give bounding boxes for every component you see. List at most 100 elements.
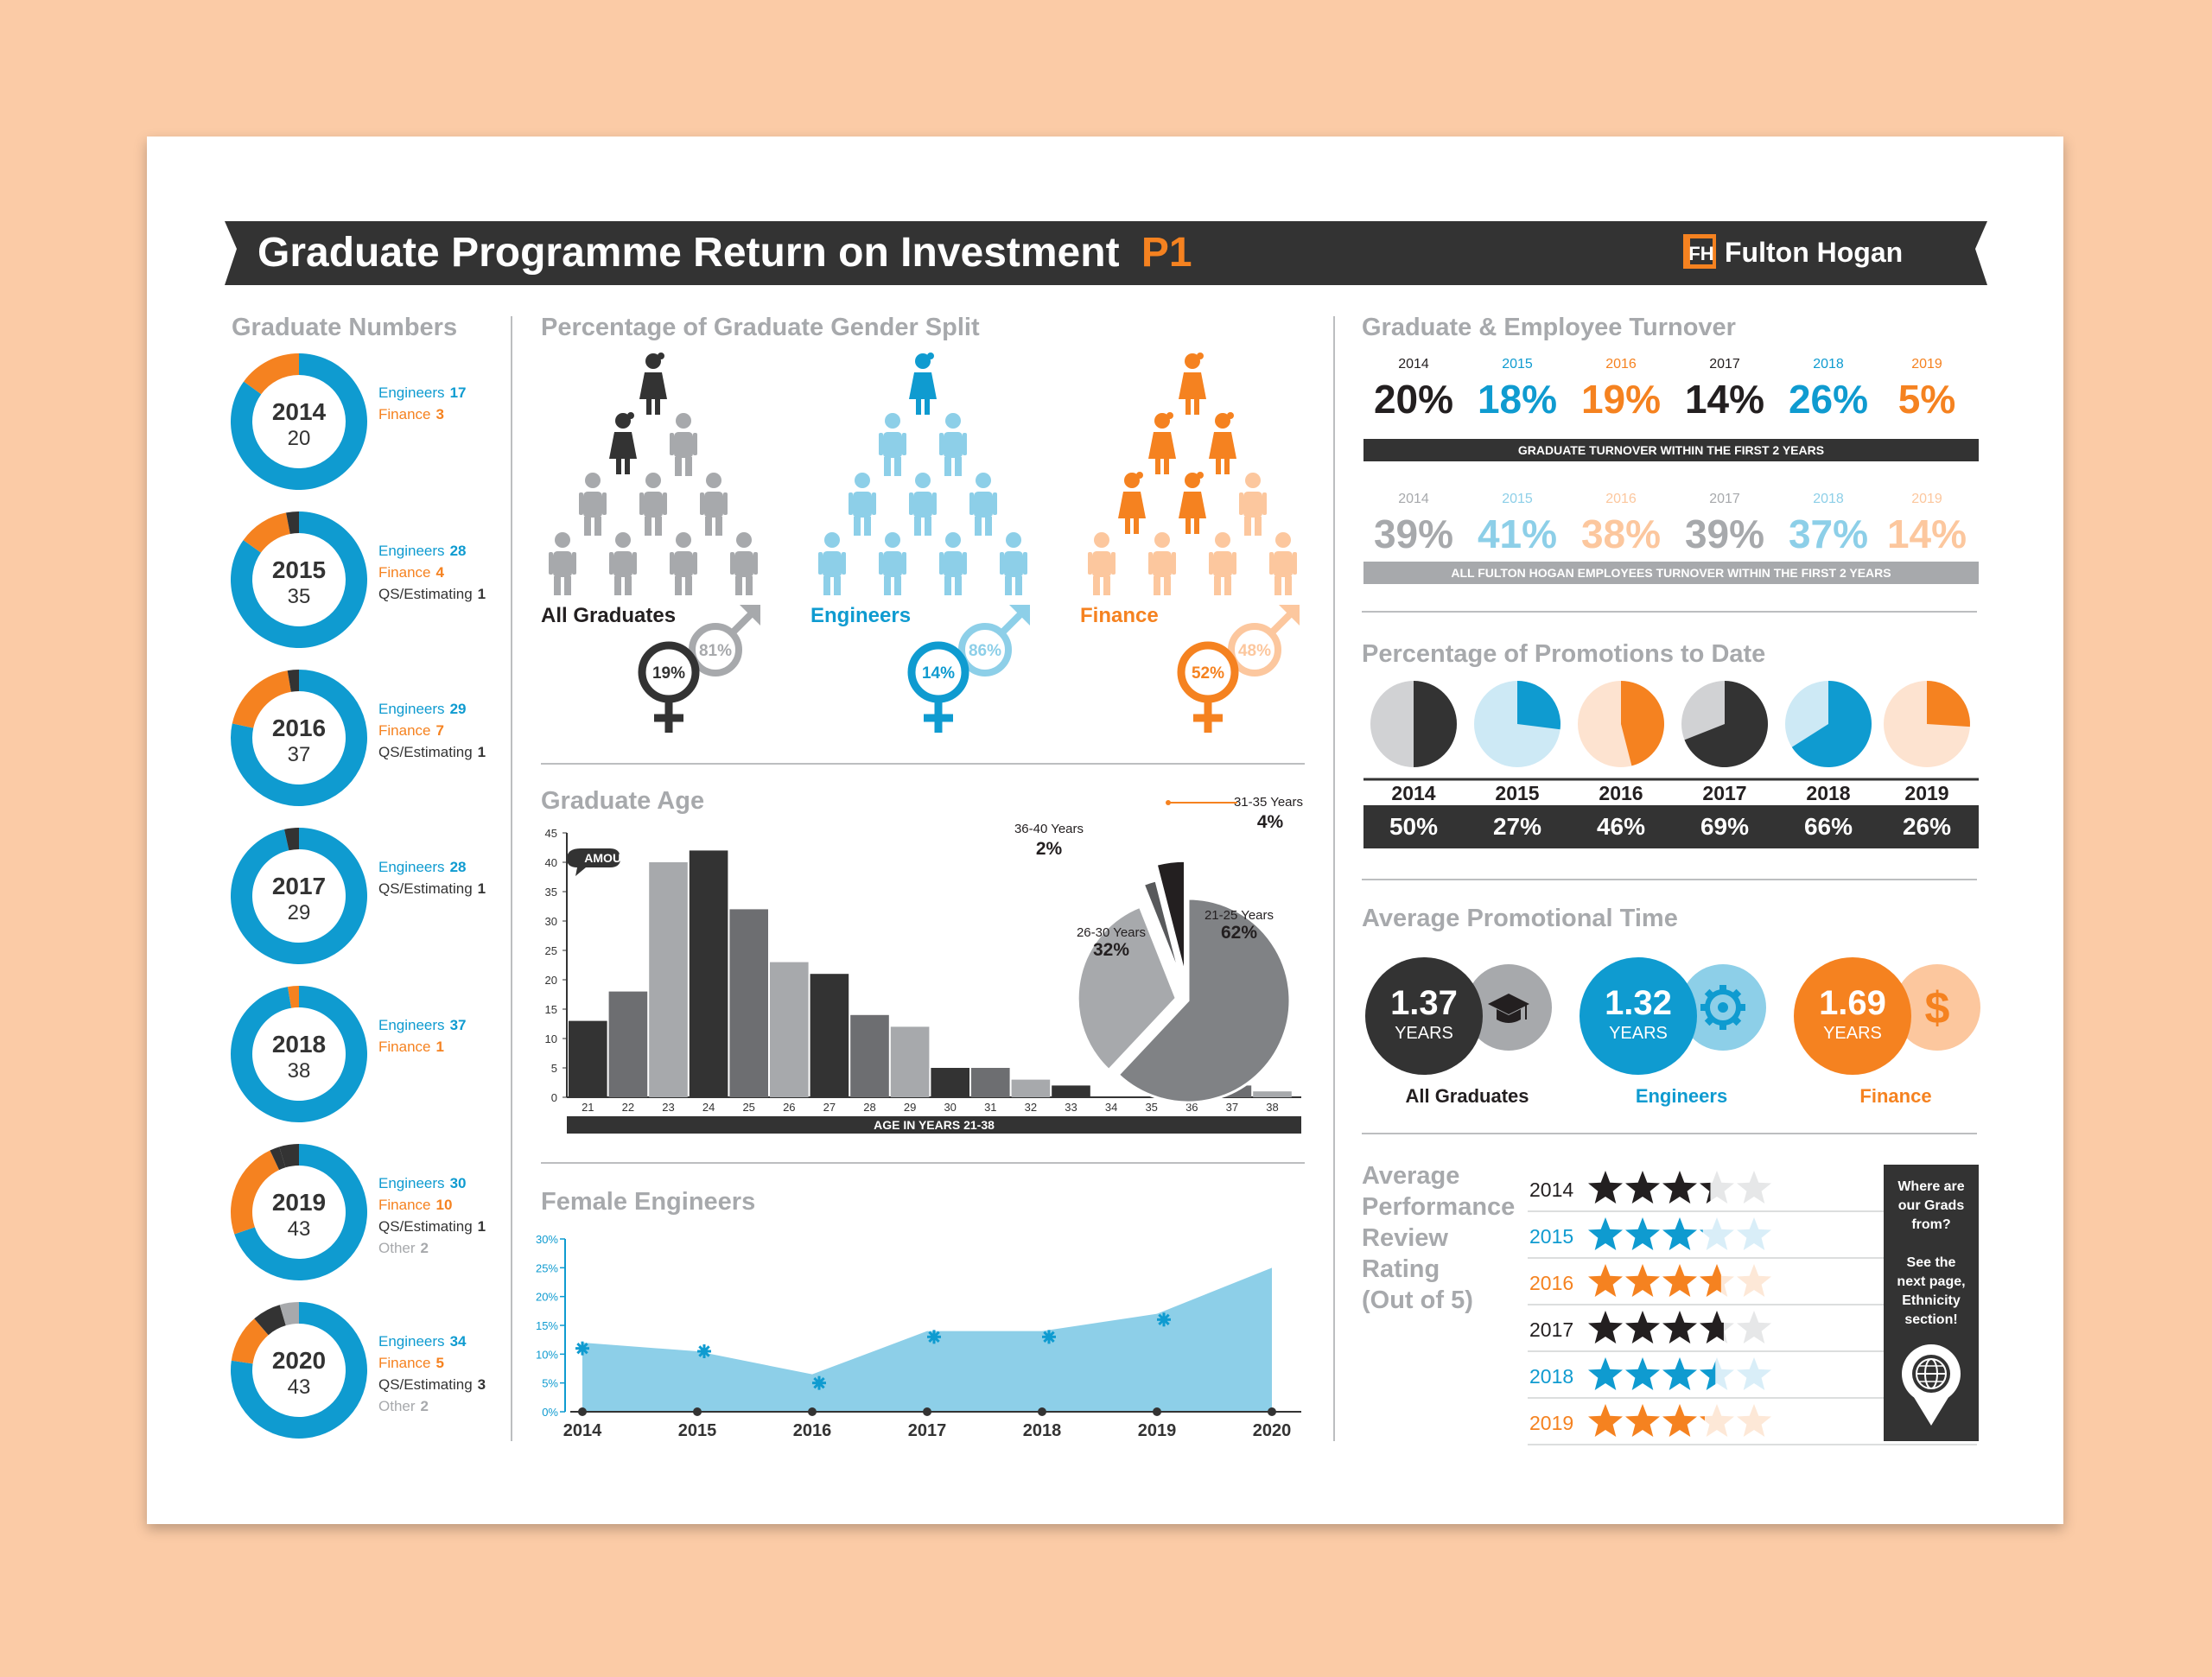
donut-segment [286, 511, 299, 534]
where-box-line: from? [1911, 1217, 1950, 1232]
all-turnover-value: 37% [1789, 511, 1868, 556]
rating-star-filled [1662, 1217, 1697, 1250]
promo-time-unit: YEARS [1823, 1024, 1882, 1043]
figure-body [674, 551, 693, 577]
marker-core [931, 1333, 938, 1341]
male-figure-icon [939, 413, 967, 476]
promotion-pie-slice [1414, 681, 1457, 767]
promotion-year: 2016 [1599, 782, 1643, 804]
all-turnover-value: 14% [1887, 511, 1967, 556]
age-bar [689, 850, 728, 1097]
figure-ponytail [1166, 412, 1173, 419]
marker-core [579, 1344, 586, 1352]
figure-leg [1164, 576, 1171, 595]
figure-head [1185, 473, 1200, 488]
brand-name: Fulton Hogan [1725, 237, 1903, 268]
where-box-line: See the [1907, 1255, 1956, 1270]
where-box-line: section! [1904, 1312, 1957, 1327]
all-turnover-value: 39% [1685, 511, 1764, 556]
male-figure-icon [879, 413, 906, 476]
figure-dress [909, 372, 937, 399]
figure-body [1092, 551, 1111, 577]
legend-label: Engineers [378, 701, 445, 717]
figure-leg [625, 459, 630, 474]
figure-leg [1244, 517, 1251, 536]
grad-turnover-value: 14% [1685, 377, 1764, 422]
graduate-age-title: Graduate Age [541, 787, 704, 815]
male-pct: 48% [1238, 642, 1271, 660]
figure-arm [1293, 552, 1297, 575]
marker-core [1160, 1316, 1167, 1324]
all-turnover-caption: ALL FULTON HOGAN EMPLOYEES TURNOVER WITH… [1451, 566, 1891, 580]
cap-base [1497, 1009, 1521, 1023]
promo-time-label: All Graduates [1405, 1085, 1529, 1107]
all-turnover-year: 2016 [1605, 492, 1637, 506]
legend-label: QS/Estimating [378, 1218, 473, 1235]
x-axis-dot [578, 1407, 587, 1416]
figure-head [555, 532, 570, 548]
legend-label: Engineers [378, 543, 445, 559]
figure-arm [902, 433, 906, 455]
figure-leg [823, 576, 830, 595]
all-turnover-value: 39% [1374, 511, 1453, 556]
grad-turnover-value: 26% [1789, 377, 1868, 422]
promotion-pie-slice [1927, 681, 1970, 727]
figure-arm [932, 492, 937, 515]
legend-label: Finance [378, 1039, 430, 1055]
legend-value: 3 [435, 406, 443, 422]
logo-mark-inner [1690, 238, 1713, 264]
grad-turnover-value: 5% [1898, 377, 1955, 422]
male-figure-icon [1148, 532, 1176, 595]
figure-leg [884, 576, 891, 595]
x-axis-dot [1153, 1407, 1161, 1416]
legend-value: 34 [450, 1333, 467, 1350]
all-turnover-year: 2019 [1911, 492, 1942, 506]
x-tick-label: 29 [904, 1101, 916, 1114]
marker-core [1046, 1333, 1052, 1341]
promotion-pct: 46% [1597, 813, 1645, 840]
page-title: Graduate Programme Return on Investment … [257, 230, 1192, 276]
where-are-grads-box[interactable]: Where are our Grads from? See the next page,… [1884, 1165, 1979, 1441]
all-turnover-year: 2017 [1709, 492, 1740, 506]
promotional-time-section: 1.37 YEARS All Graduates 1.32 YEARS Engineers… [1365, 957, 1980, 1107]
male-symbol-arrow [1268, 609, 1295, 636]
figure-head [945, 532, 961, 548]
figure-leg [916, 399, 921, 415]
age-bar [1253, 1091, 1292, 1097]
figure-body [883, 432, 902, 458]
legend-value: 29 [450, 701, 467, 717]
figure-body [853, 492, 872, 518]
promo-time-accent-circle [1894, 964, 1980, 1051]
y-tick-label: 15% [536, 1319, 558, 1332]
figure-arm [700, 492, 704, 515]
where-box-line: Ethnicity [1902, 1293, 1961, 1308]
rating-star-empty [1737, 1264, 1771, 1297]
grad-turnover-year: 2015 [1502, 357, 1533, 372]
figure-body [1243, 492, 1262, 518]
figure-leg [955, 576, 962, 595]
figure-head [1006, 532, 1021, 548]
rating-star-filled [1662, 1311, 1697, 1344]
grad-turnover-value: 19% [1581, 377, 1661, 422]
rating-star-filled [1625, 1171, 1660, 1204]
female-symbol-icon [638, 641, 700, 703]
donut-year: 2014 [272, 398, 327, 425]
x-axis-dot [1268, 1407, 1276, 1416]
figure-ponytail [658, 353, 664, 359]
figure-dress [639, 372, 667, 399]
male-pct: 81% [699, 642, 732, 660]
group-label: All Graduates [541, 604, 676, 627]
figure-arm [993, 492, 997, 515]
figure-arm [753, 552, 758, 575]
rating-year: 2016 [1529, 1272, 1573, 1294]
x-tick-label: 2016 [793, 1421, 832, 1440]
y-tick-label: 25 [545, 944, 557, 957]
figure-dress [1118, 492, 1146, 518]
x-tick-label: 28 [863, 1101, 875, 1114]
figure-leg [1194, 518, 1199, 534]
gear-ring [1705, 989, 1741, 1026]
figure-leg [1216, 459, 1221, 474]
rating-star-empty [1737, 1171, 1771, 1204]
x-axis-dot [923, 1407, 931, 1416]
